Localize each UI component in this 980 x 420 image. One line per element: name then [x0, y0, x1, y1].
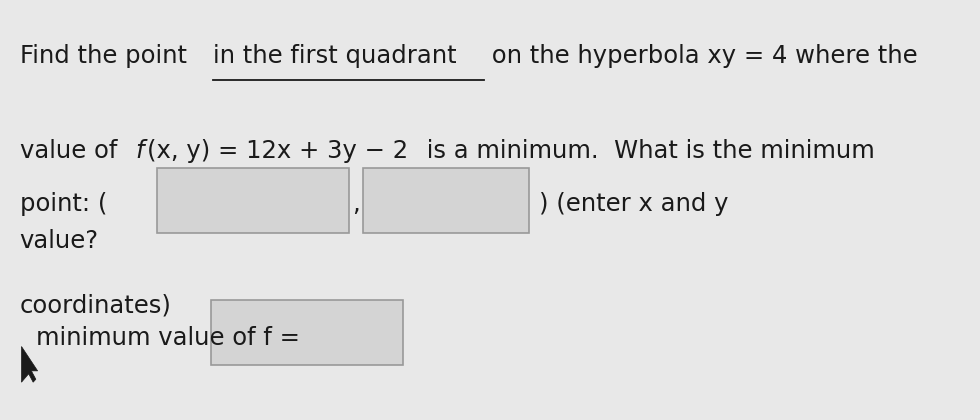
FancyBboxPatch shape: [157, 168, 350, 233]
Text: point: (: point: (: [20, 192, 107, 216]
Polygon shape: [22, 346, 37, 382]
Text: in the first quadrant: in the first quadrant: [213, 44, 457, 68]
Text: ) (enter x and y: ) (enter x and y: [539, 192, 729, 216]
Text: on the hyperbola xy = 4 where the: on the hyperbola xy = 4 where the: [484, 44, 917, 68]
Text: Find the point: Find the point: [20, 44, 194, 68]
Text: value?: value?: [20, 229, 99, 253]
Text: (x, y) = 12x + 3y − 2: (x, y) = 12x + 3y − 2: [147, 139, 408, 163]
Text: coordinates): coordinates): [20, 294, 172, 318]
Text: ,: ,: [352, 192, 360, 216]
Text: f: f: [135, 139, 144, 163]
FancyBboxPatch shape: [211, 300, 403, 365]
FancyBboxPatch shape: [363, 168, 528, 233]
Text: value of: value of: [20, 139, 124, 163]
Text: minimum value of f =: minimum value of f =: [36, 326, 300, 350]
Text: is a minimum.  What is the minimum: is a minimum. What is the minimum: [419, 139, 875, 163]
